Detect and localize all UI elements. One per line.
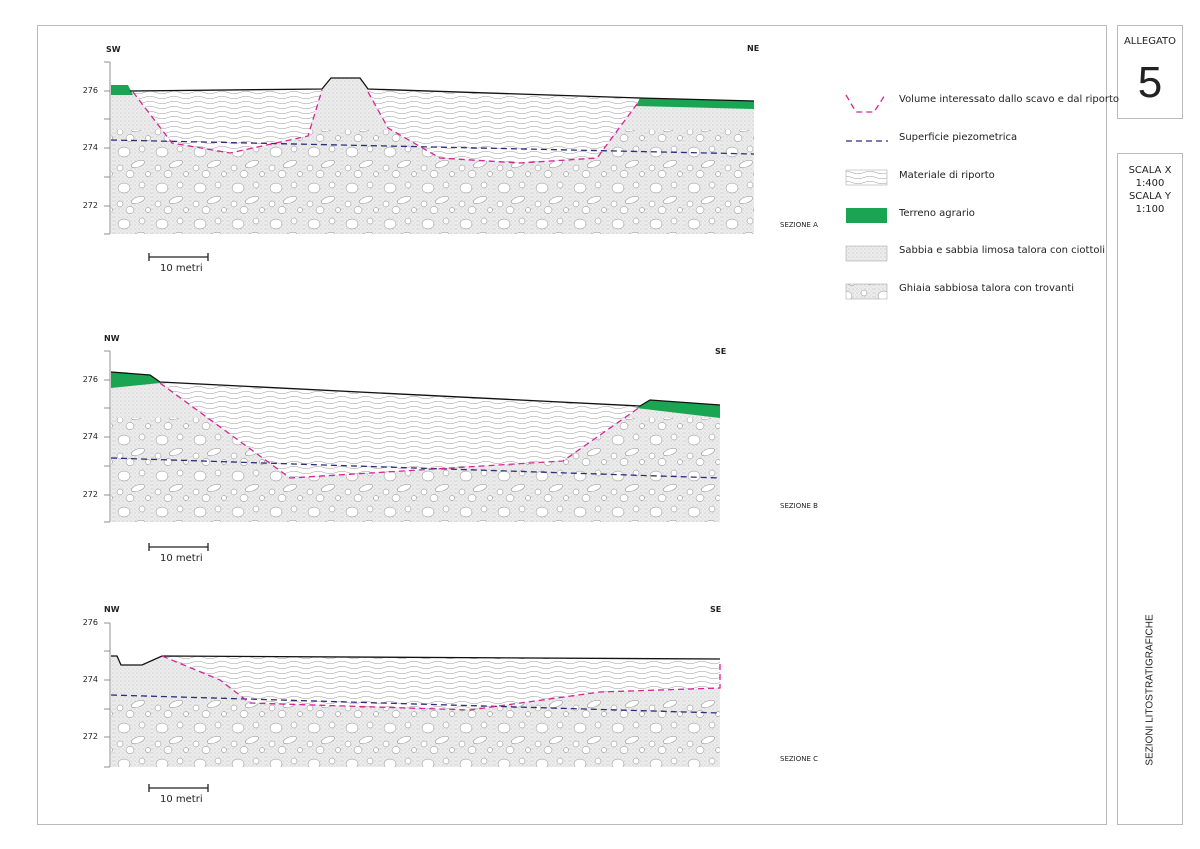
direction-right: SE [710,605,722,614]
section-name: SEZIONE B [780,502,818,510]
direction-right: NE [747,44,760,53]
legend-symbols [845,94,888,300]
drawing-frame [37,25,1107,825]
sheet-title: SEZIONI LITOSTRATIGRAFICHE [1144,614,1156,766]
legend-ghiaia: Ghiaia sabbiosa talora con trovanti [899,283,1075,294]
tick-label: 274 [82,143,98,152]
direction-right: SE [715,347,727,356]
excavation-legend-icon [845,94,886,113]
direction-left: NW [104,605,120,614]
y-axis [104,61,111,235]
terreno-agrario [636,400,720,418]
legend-sabbia: Sabbia e sabbia limosa talora con ciotto… [899,245,1106,256]
fill-material [160,383,640,478]
terreno-agrario [111,85,133,95]
scale-info: SCALA X 1:400 SCALA Y 1:100 [1117,164,1183,216]
ground-surface [110,371,721,407]
excavation-outline [159,382,641,479]
allegato-label: ALLEGATO [1123,36,1177,47]
tick-label: 272 [82,490,98,499]
legend-riporto: Materiale di riporto [899,170,995,181]
excavation-outline [161,655,721,711]
green-fill-icon [846,208,887,223]
direction-left: NW [104,334,120,343]
tick-label: 272 [82,732,98,741]
fill-material [162,656,720,710]
section-name: SEZIONE C [780,755,819,763]
scale-bar [148,253,209,261]
scale-label: 10 metri [160,794,203,805]
tick-label: 274 [82,432,98,441]
fill-material [368,90,640,163]
piezometric-line [110,457,721,479]
gravel-fill-icon [845,283,888,300]
excavation-outline [367,91,641,164]
legend-excavation: Volume interessato dallo scavo e dal rip… [899,94,1120,105]
allegato-number: 5 [1137,58,1163,107]
scale-bar [148,543,209,551]
y-axis [104,622,111,768]
scale-x-value: 1:400 [1135,178,1165,189]
tick-label: 272 [82,201,98,210]
scale-y-label: SCALA Y [1128,191,1172,202]
allegato-box [1117,25,1183,119]
scale-bar [148,784,209,792]
fill-material [133,89,322,153]
legend-piezometric: Superficie piezometrica [899,132,1018,143]
wavy-hatch-icon [845,169,888,186]
legend-terreno: Terreno agrario [899,208,975,219]
terreno-agrario [111,372,160,388]
excavation-outline [132,89,323,154]
tick-label: 274 [82,675,98,684]
scale-y-value: 1:100 [1135,204,1165,215]
ground-surface [129,77,755,102]
tick-label: 276 [82,375,98,384]
ground-surface [111,655,721,666]
tick-label: 276 [82,618,98,627]
y-axis [104,350,111,523]
stipple-fill-icon [845,245,888,262]
section-c [104,622,721,792]
scale-box [1117,153,1183,825]
piezometric-line [110,694,721,714]
section-name: SEZIONE A [780,221,818,229]
scale-x-label: SCALA X [1128,165,1172,176]
tick-label: 276 [82,86,98,95]
scale-label: 10 metri [160,553,203,564]
scale-label: 10 metri [160,263,203,274]
direction-left: SW [106,45,121,54]
section-b [104,350,721,551]
section-a [104,61,755,261]
piezometric-line [110,139,755,155]
